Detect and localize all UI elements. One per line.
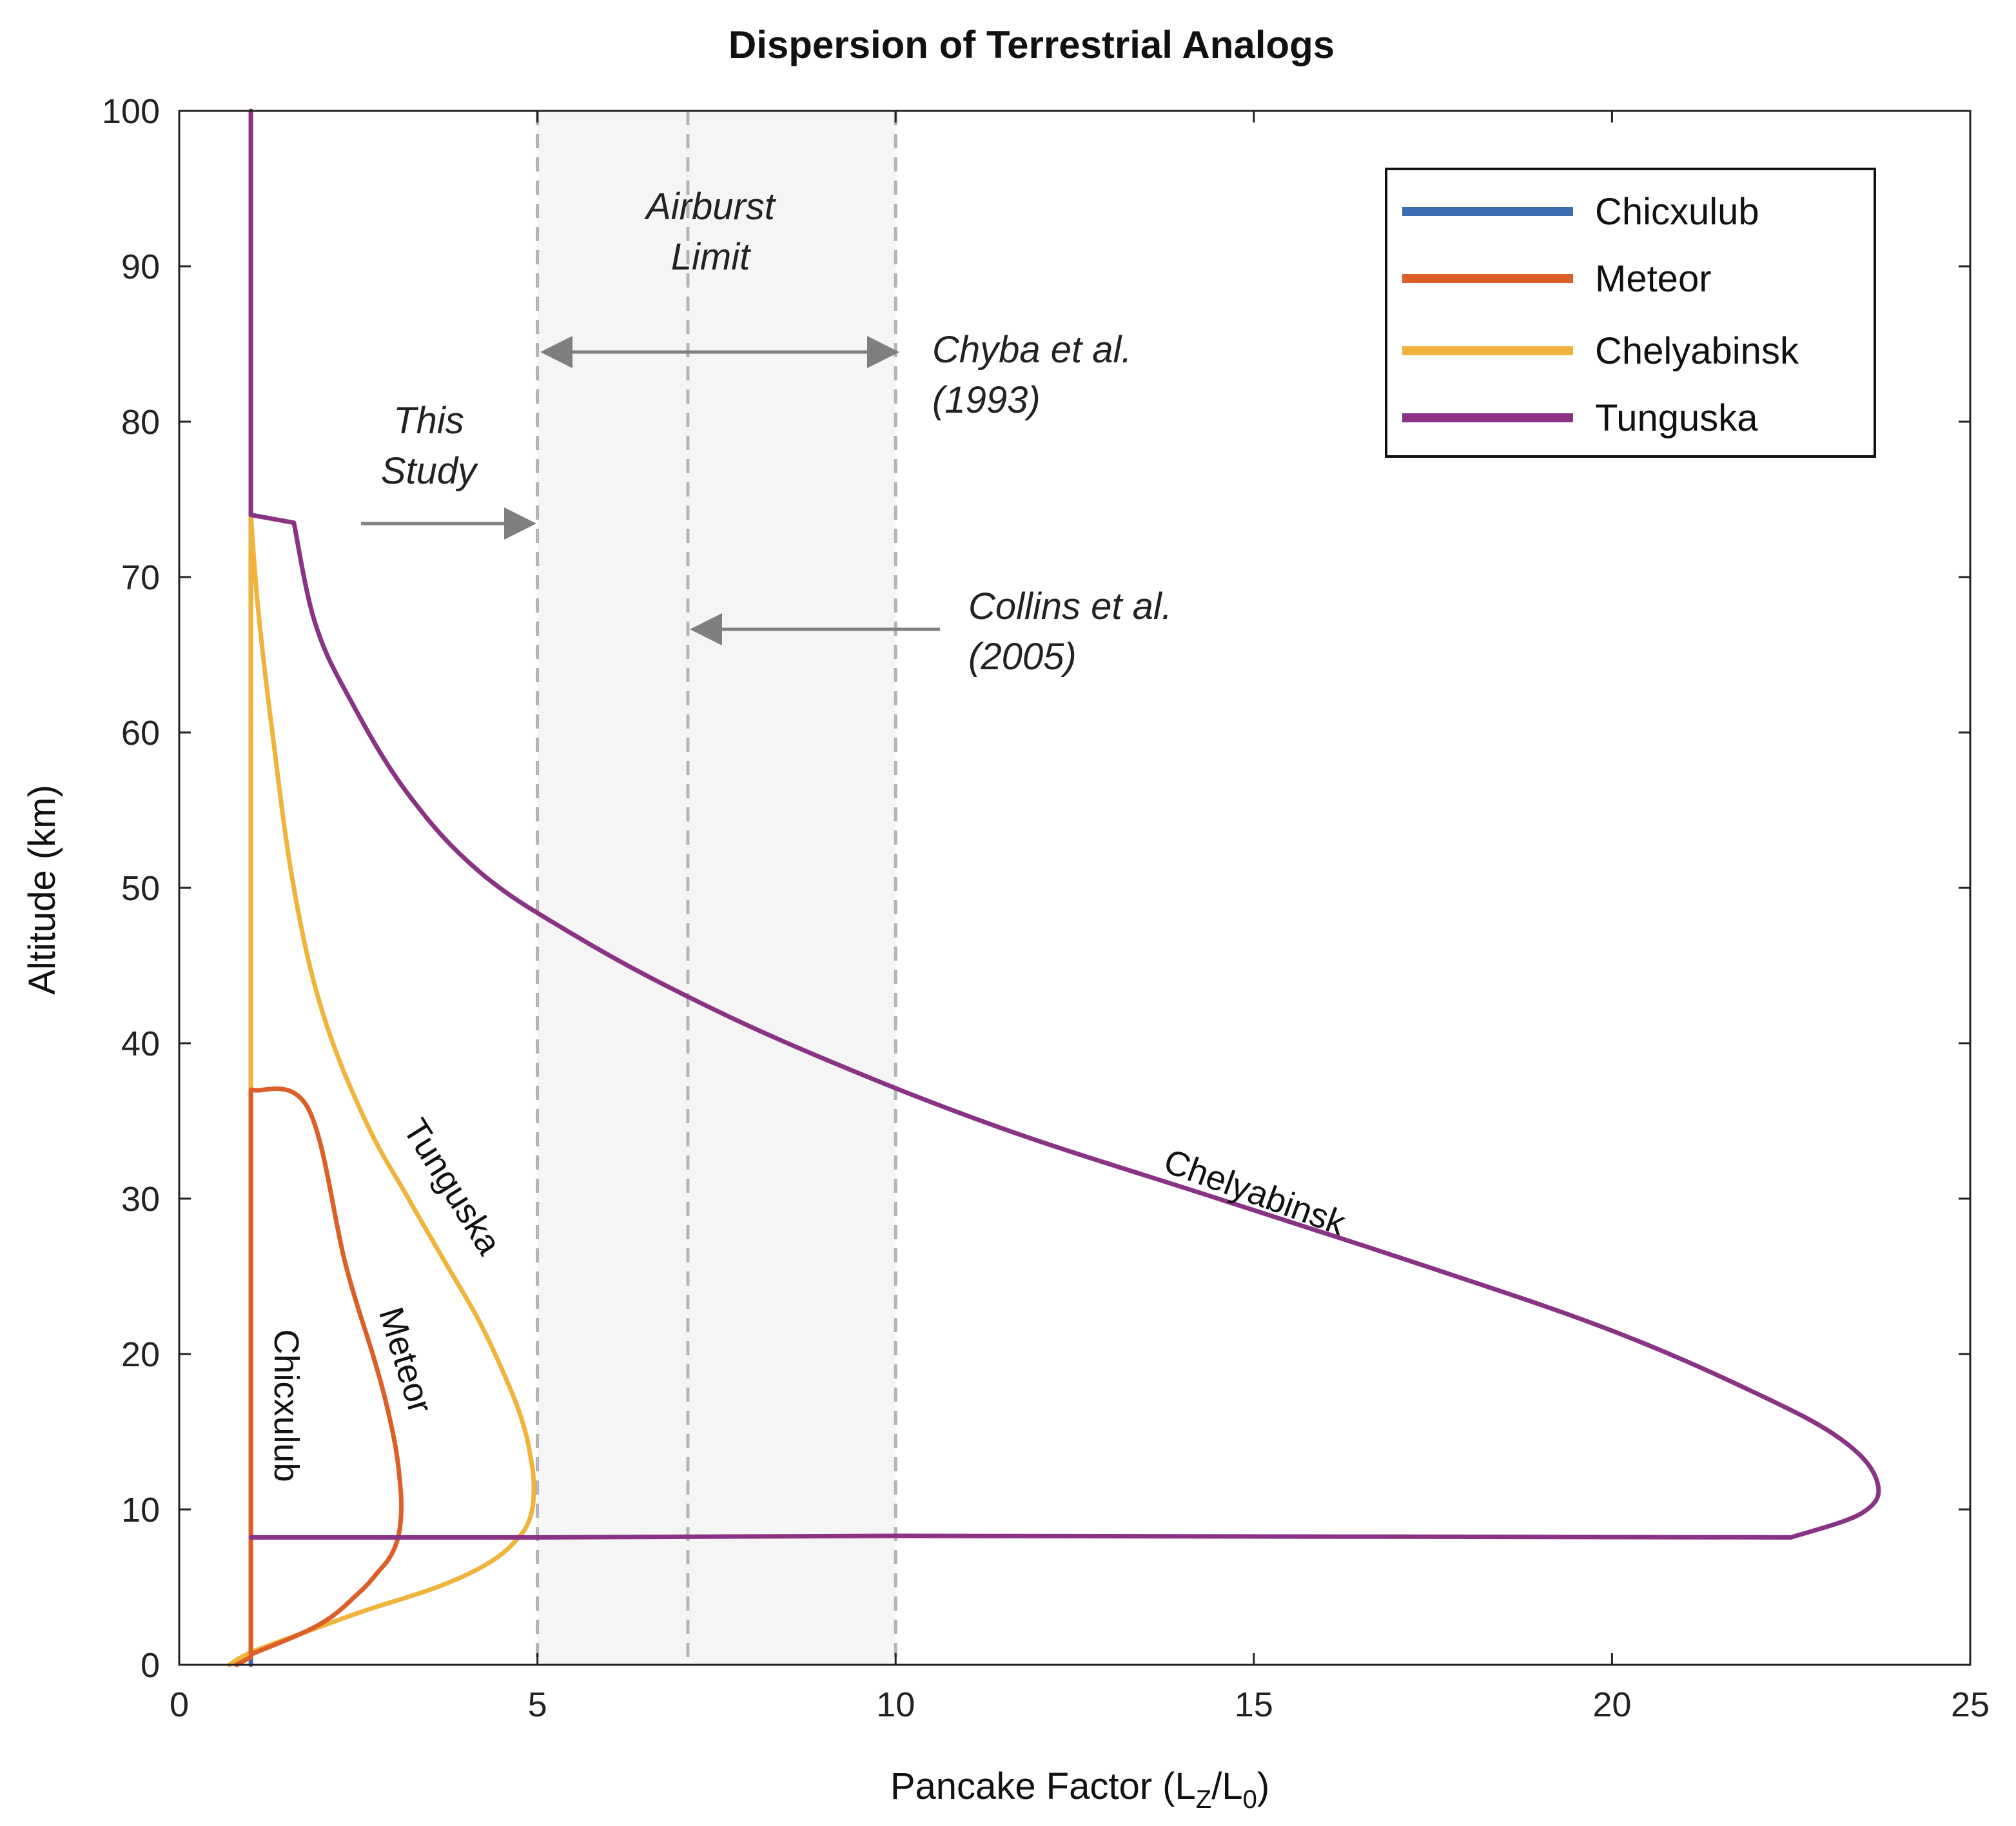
legend: Chicxulub Meteor Chelyabinsk Tunguska	[1385, 168, 1876, 458]
plot-border	[178, 110, 1972, 1666]
legend-label-meteor: Meteor	[1595, 258, 1712, 300]
chyba-label-line1: Chyba et al.	[932, 329, 1132, 371]
series-group	[227, 108, 1881, 1667]
this-study-label-line2: Study	[381, 450, 478, 492]
x-tick-label-0: 0	[170, 1685, 189, 1724]
y-tick-label-5: 50	[121, 869, 160, 908]
airburst-dashed-lines	[536, 111, 897, 1665]
y-tick-label-7: 70	[121, 558, 160, 597]
airburst-limit-label-line2: Limit	[671, 236, 752, 278]
axis-ticks	[178, 110, 1972, 1666]
y-tick-label-9: 90	[121, 248, 160, 286]
y-tick-label-10: 100	[102, 92, 160, 131]
y-axis-label: Altitude (km)	[21, 785, 63, 995]
legend-items: Chicxulub Meteor Chelyabinsk Tunguska	[1402, 191, 1799, 439]
legend-label-chicxulub: Chicxulub	[1595, 191, 1759, 233]
this-study-label-line1: This	[393, 400, 464, 442]
y-tick-label-6: 60	[121, 714, 160, 752]
y-tick-label-1: 10	[121, 1491, 160, 1529]
y-tick-label-3: 30	[121, 1180, 160, 1219]
y-tick-label-0: 0	[141, 1646, 160, 1685]
y-tick-labels: 0 10 20 30 40 50 60 70 80 90 100	[102, 92, 160, 1685]
collins-label-line2: (2005)	[968, 636, 1077, 678]
chart-title: Dispersion of Terrestrial Analogs	[729, 23, 1335, 66]
curve-label-chicxulub: Chicxulub	[267, 1329, 306, 1482]
x-axis-label: Pancake Factor (LZ/L0)	[890, 1765, 1269, 1814]
x-tick-labels: 0 5 10 15 20 25	[170, 1685, 1990, 1724]
legend-label-chelyabinsk: Chelyabinsk	[1595, 330, 1799, 372]
x-tick-label-4: 20	[1592, 1685, 1631, 1724]
y-tick-label-8: 80	[121, 403, 160, 442]
airburst-limit-label-line1: Airburst	[644, 186, 777, 228]
x-tick-label-2: 10	[876, 1685, 915, 1724]
series-line-chelyabinsk	[227, 513, 536, 1667]
y-tick-label-4: 40	[121, 1025, 160, 1063]
airburst-shaded-region	[537, 111, 896, 1665]
chyba-label-line2: (1993)	[932, 379, 1041, 421]
x-tick-label-1: 5	[528, 1685, 547, 1724]
x-tick-label-5: 25	[1951, 1685, 1990, 1724]
y-tick-label-2: 20	[121, 1335, 160, 1374]
legend-box	[1385, 168, 1876, 458]
series-line-tunguska	[248, 108, 1881, 1540]
series-line-meteor	[234, 1086, 404, 1667]
collins-label-line1: Collins et al.	[968, 585, 1172, 627]
legend-label-tunguska: Tunguska	[1595, 397, 1758, 439]
x-tick-label-3: 15	[1235, 1685, 1273, 1724]
